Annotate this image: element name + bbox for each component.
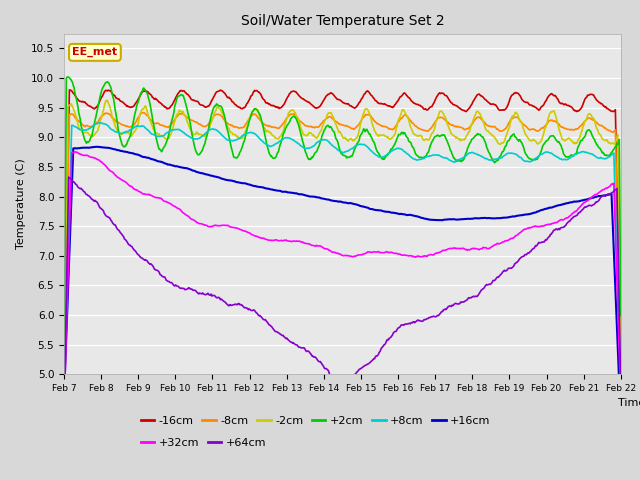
-2cm [60,387,68,393]
+64cm [60,420,68,426]
-8cm [428,125,435,131]
-8cm [411,123,419,129]
+8cm [214,129,222,134]
+8cm [70,123,78,129]
+8cm [428,153,435,159]
-16cm [65,87,73,93]
+2cm [60,373,68,379]
-16cm [71,92,79,98]
+32cm [214,223,222,228]
Legend: +32cm, +64cm: +32cm, +64cm [136,433,271,452]
+16cm [70,145,78,151]
+8cm [97,120,104,126]
-16cm [428,104,435,109]
+2cm [185,113,193,119]
Y-axis label: Temperature (C): Temperature (C) [15,158,26,250]
+32cm [71,149,79,155]
Line: +32cm: +32cm [64,152,621,411]
-16cm [128,104,136,110]
+2cm [214,102,222,108]
-2cm [70,108,78,113]
+16cm [60,396,68,402]
+64cm [214,294,222,300]
-2cm [185,122,193,128]
+8cm [617,382,625,387]
+16cm [428,217,435,223]
+16cm [214,174,222,180]
Line: -8cm: -8cm [64,113,621,381]
+32cm [70,149,78,155]
+2cm [128,125,136,131]
Text: EE_met: EE_met [72,47,118,58]
+8cm [411,156,419,162]
Line: -2cm: -2cm [64,100,621,390]
+16cm [128,150,136,156]
+32cm [428,252,435,257]
+2cm [411,149,419,155]
-2cm [428,132,435,138]
-16cm [617,368,625,373]
+2cm [617,312,625,318]
+32cm [60,408,68,414]
-2cm [617,344,625,350]
X-axis label: Time: Time [618,398,640,408]
-2cm [128,132,136,138]
Line: +16cm: +16cm [64,147,621,422]
Line: +8cm: +8cm [64,123,621,397]
+2cm [63,74,71,80]
-8cm [60,371,68,377]
-8cm [214,111,222,117]
+16cm [411,213,419,219]
-16cm [214,88,222,94]
+32cm [617,398,625,404]
Line: +2cm: +2cm [64,77,621,376]
+16cm [617,420,625,425]
+64cm [428,314,435,320]
+64cm [71,180,79,186]
-16cm [185,93,193,98]
-2cm [104,97,111,103]
-8cm [140,110,148,116]
Line: -16cm: -16cm [64,90,621,371]
+32cm [128,184,136,190]
+64cm [185,285,193,290]
+64cm [617,386,625,392]
-16cm [411,100,419,106]
+2cm [428,141,435,147]
-2cm [214,105,222,110]
Line: +64cm: +64cm [64,177,621,423]
-8cm [617,378,625,384]
+64cm [128,244,136,250]
-8cm [70,113,78,119]
+8cm [60,395,68,400]
+16cm [185,166,193,172]
+8cm [185,133,193,139]
+64cm [411,320,419,325]
-16cm [60,357,68,363]
+2cm [71,90,79,96]
+32cm [185,214,193,219]
+64cm [65,174,72,180]
+8cm [128,126,136,132]
+32cm [411,254,419,260]
Title: Soil/Water Temperature Set 2: Soil/Water Temperature Set 2 [241,14,444,28]
+16cm [93,144,100,150]
-8cm [127,123,135,129]
-8cm [185,116,193,121]
-2cm [411,132,419,137]
